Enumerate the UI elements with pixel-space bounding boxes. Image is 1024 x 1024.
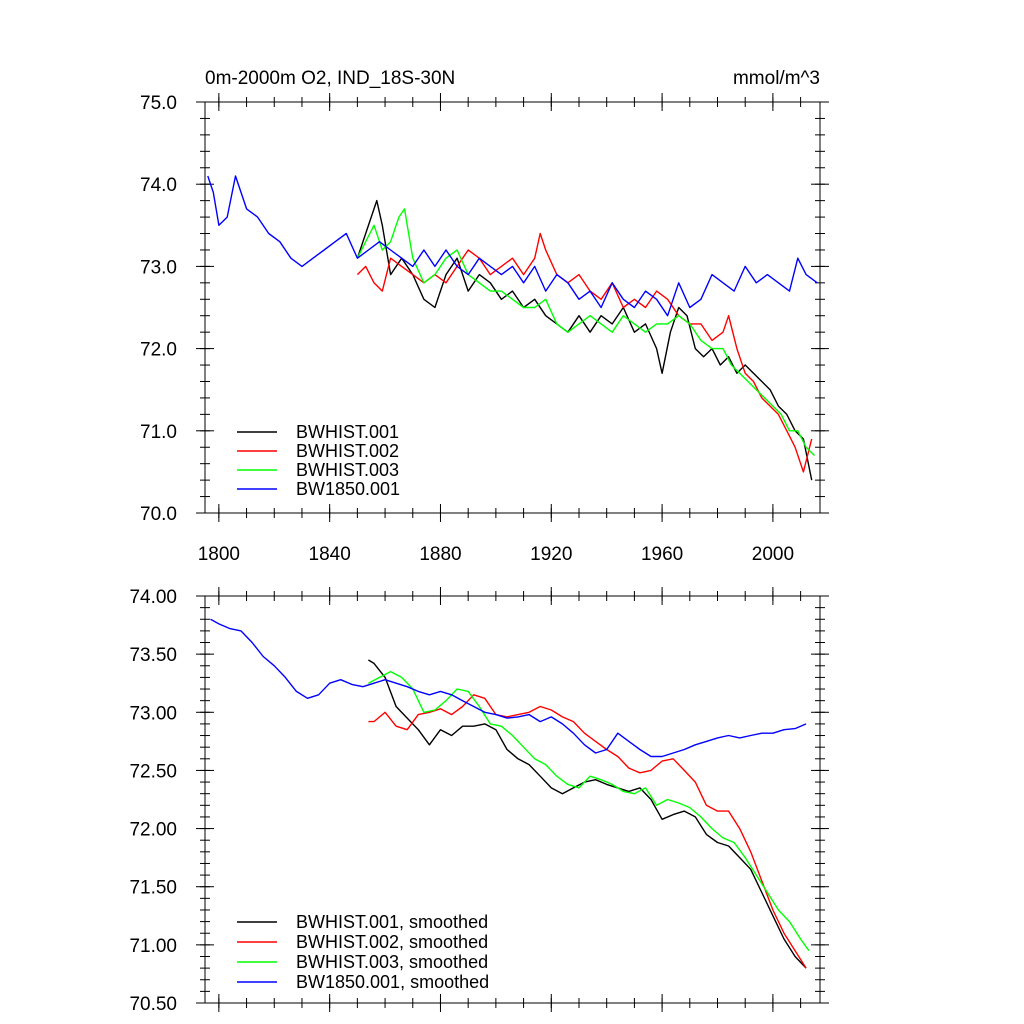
legend-label: BWHIST.003, smoothed: [296, 952, 488, 972]
x-tick-label: 1800: [198, 544, 240, 565]
series-line-bwhist-001: [356, 199, 813, 481]
top-panel: 0m-2000m O2, IND_18S-30N mmol/m^3 70.0 71.0…: [140, 68, 829, 565]
legend-label: BWHIST.001: [296, 422, 399, 442]
y-tick-label: 75.0: [140, 93, 177, 114]
series-line-bwhist-003-smoothed: [368, 670, 810, 952]
chart-title: 0m-2000m O2, IND_18S-30N: [205, 68, 455, 89]
y-tick-label: 70.0: [140, 504, 177, 525]
series-line-bw1850-001-smoothed: [210, 618, 807, 758]
units-label: mmol/m^3: [733, 68, 820, 89]
y-tick-label: 72.0: [140, 340, 177, 361]
x-tick-label: 1960: [641, 544, 683, 565]
y-tick-label: 74.0: [140, 175, 177, 196]
legend-label: BW1850.001, smoothed: [296, 972, 489, 992]
y-tick-label: 71.00: [129, 936, 177, 957]
y-tick-label: 71.0: [140, 422, 177, 443]
x-tick-label: 2000: [752, 544, 794, 565]
series-line-bwhist-003: [356, 208, 815, 456]
y-tick-label: 73.00: [129, 703, 177, 724]
y-tick-label: 72.50: [129, 761, 177, 782]
series-line-bwhist-002-smoothed: [368, 694, 807, 969]
series-line-bw1850-001: [207, 175, 818, 317]
x-tick-label: 1920: [530, 544, 572, 565]
plot-frame: [204, 101, 821, 514]
y-tick-label: 72.00: [129, 820, 177, 841]
y-tick-label: 73.50: [129, 645, 177, 666]
y-tick-label: 73.0: [140, 257, 177, 278]
legend-label: BWHIST.003: [296, 460, 399, 480]
legend-label: BW1850.001: [296, 479, 400, 499]
plot-frame: [204, 595, 821, 1004]
legend-label: BWHIST.001, smoothed: [296, 912, 488, 932]
x-tick-label: 1880: [419, 544, 461, 565]
legend-label: BWHIST.002, smoothed: [296, 932, 488, 952]
legend-label: BWHIST.002: [296, 441, 399, 461]
y-tick-label: 70.50: [129, 994, 177, 1015]
y-tick-label: 74.00: [129, 587, 177, 608]
y-tick-label: 71.50: [129, 878, 177, 899]
bottom-panel: 70.50 71.00 71.50 72.00 72.50 73.00 73.50 74.00…: [129, 587, 829, 1015]
x-tick-label: 1840: [309, 544, 351, 565]
